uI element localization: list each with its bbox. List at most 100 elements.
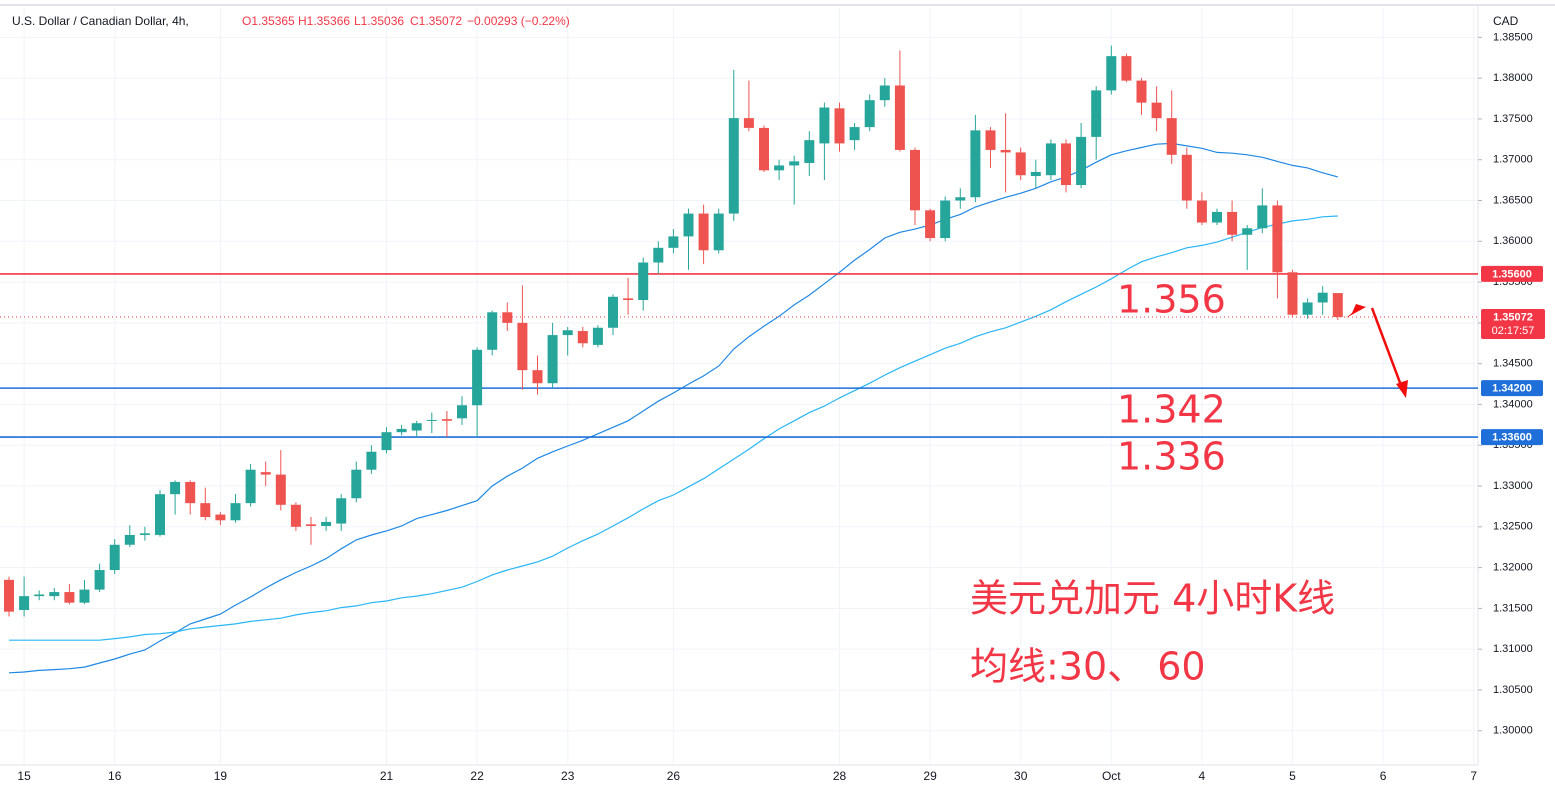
moving-average-line: [9, 215, 1338, 641]
candle-body: [517, 322, 528, 371]
arrow-head: [1346, 304, 1366, 318]
level-tag-label: 1.34200: [1492, 383, 1532, 395]
candle-body: [124, 534, 135, 545]
ohlc-low: L1.35036: [354, 14, 404, 28]
candle-body: [185, 481, 196, 504]
candle-body: [879, 85, 890, 101]
level-tag: [1481, 429, 1543, 446]
candle-body: [759, 127, 769, 171]
candle-body: [1242, 228, 1253, 235]
candle-body: [804, 140, 815, 163]
candle-body: [894, 85, 905, 150]
annotation-level: 1.356: [1117, 278, 1226, 322]
candle-body: [321, 521, 332, 526]
candle-body: [1015, 152, 1026, 176]
candles: [4, 45, 1343, 617]
level-tag: [1481, 265, 1543, 282]
level-tag: [1481, 380, 1543, 397]
y-tick-label: 1.36500: [1493, 194, 1533, 206]
candle-body: [1181, 154, 1192, 201]
candle-body: [260, 472, 271, 475]
candle-body: [336, 498, 347, 524]
candle-body: [1076, 136, 1087, 186]
arrow-line: [1370, 307, 1404, 389]
candle-body: [849, 127, 860, 141]
candle-body: [955, 197, 966, 201]
candle-body: [79, 589, 90, 603]
candle-body: [411, 423, 422, 431]
x-tick-label: 22: [470, 769, 484, 783]
moving-average-line: [8, 142, 1338, 674]
y-tick-label: 1.36000: [1493, 235, 1533, 247]
candle-body: [502, 312, 513, 323]
candle-body: [34, 594, 45, 597]
level-tag-label: 1.33600: [1492, 431, 1532, 443]
y-tick-label: 1.30000: [1493, 725, 1533, 737]
candle-body: [653, 247, 664, 263]
y-tick-label: 1.37000: [1493, 154, 1533, 166]
y-tick-label: 1.38500: [1493, 31, 1533, 43]
candle-body: [1151, 102, 1162, 119]
y-tick-label: 1.34000: [1493, 398, 1533, 410]
candle-body: [366, 451, 377, 470]
candle-body: [155, 494, 165, 535]
candle-body: [49, 592, 60, 597]
candle-body: [1287, 272, 1298, 315]
candle-body: [698, 213, 709, 251]
x-tick-label: 30: [1014, 769, 1028, 783]
y-tick-label: 1.33000: [1493, 480, 1533, 492]
moving-averages: [8, 142, 1338, 674]
level-tag-label: 1.35600: [1492, 268, 1532, 280]
x-tick-label: 21: [380, 769, 394, 783]
candle-body: [1106, 56, 1117, 91]
candle-body: [925, 210, 936, 239]
annotation-title: 美元兑加元 4小时K线: [970, 577, 1335, 621]
candle-body: [1317, 292, 1328, 303]
candle-body: [275, 474, 286, 505]
candle-body: [1045, 143, 1056, 176]
arrow-head: [1396, 380, 1408, 398]
candle-body: [4, 579, 14, 612]
annotation-level: 1.336: [1117, 435, 1226, 479]
ohlc-change: −0.00293 (−0.22%): [467, 14, 570, 28]
candle-body: [472, 349, 483, 406]
x-tick-label: 15: [17, 769, 31, 783]
candle-body: [532, 370, 543, 384]
candle-body: [1136, 80, 1147, 103]
y-tick-label: 1.34500: [1493, 358, 1533, 370]
candle-body: [1257, 205, 1268, 229]
candle-body: [743, 118, 754, 128]
candle-body: [351, 469, 362, 499]
y-tick-label: 1.38000: [1493, 72, 1533, 84]
last-price-label: 1.35072: [1493, 311, 1533, 323]
candle-body: [19, 596, 30, 611]
candle-body: [381, 432, 392, 451]
y-tick-label: 1.37500: [1493, 113, 1533, 125]
candle-body: [638, 262, 649, 301]
x-tick-label: 19: [214, 769, 228, 783]
candle-body: [1227, 211, 1238, 235]
candle-body: [1332, 293, 1343, 317]
candle-body: [608, 296, 618, 328]
candle-body: [774, 165, 785, 171]
candle-body: [457, 405, 467, 419]
candle-body: [623, 298, 634, 301]
currency-label: CAD: [1493, 14, 1519, 28]
candle-body: [910, 149, 920, 211]
last-price-tag: [1481, 308, 1545, 339]
candle-body: [683, 213, 694, 237]
candle-body: [1121, 56, 1132, 81]
countdown-label: 02:17:57: [1492, 325, 1535, 337]
candle-body: [562, 330, 573, 336]
x-tick-label: 29: [923, 769, 937, 783]
candle-body: [1061, 143, 1071, 186]
y-tick-label: 1.32500: [1493, 521, 1533, 533]
candle-body: [1091, 90, 1102, 137]
candle-body: [290, 504, 301, 527]
y-tick-label: 1.32000: [1493, 561, 1533, 573]
candle-body: [230, 503, 241, 521]
candle-body: [200, 503, 211, 518]
